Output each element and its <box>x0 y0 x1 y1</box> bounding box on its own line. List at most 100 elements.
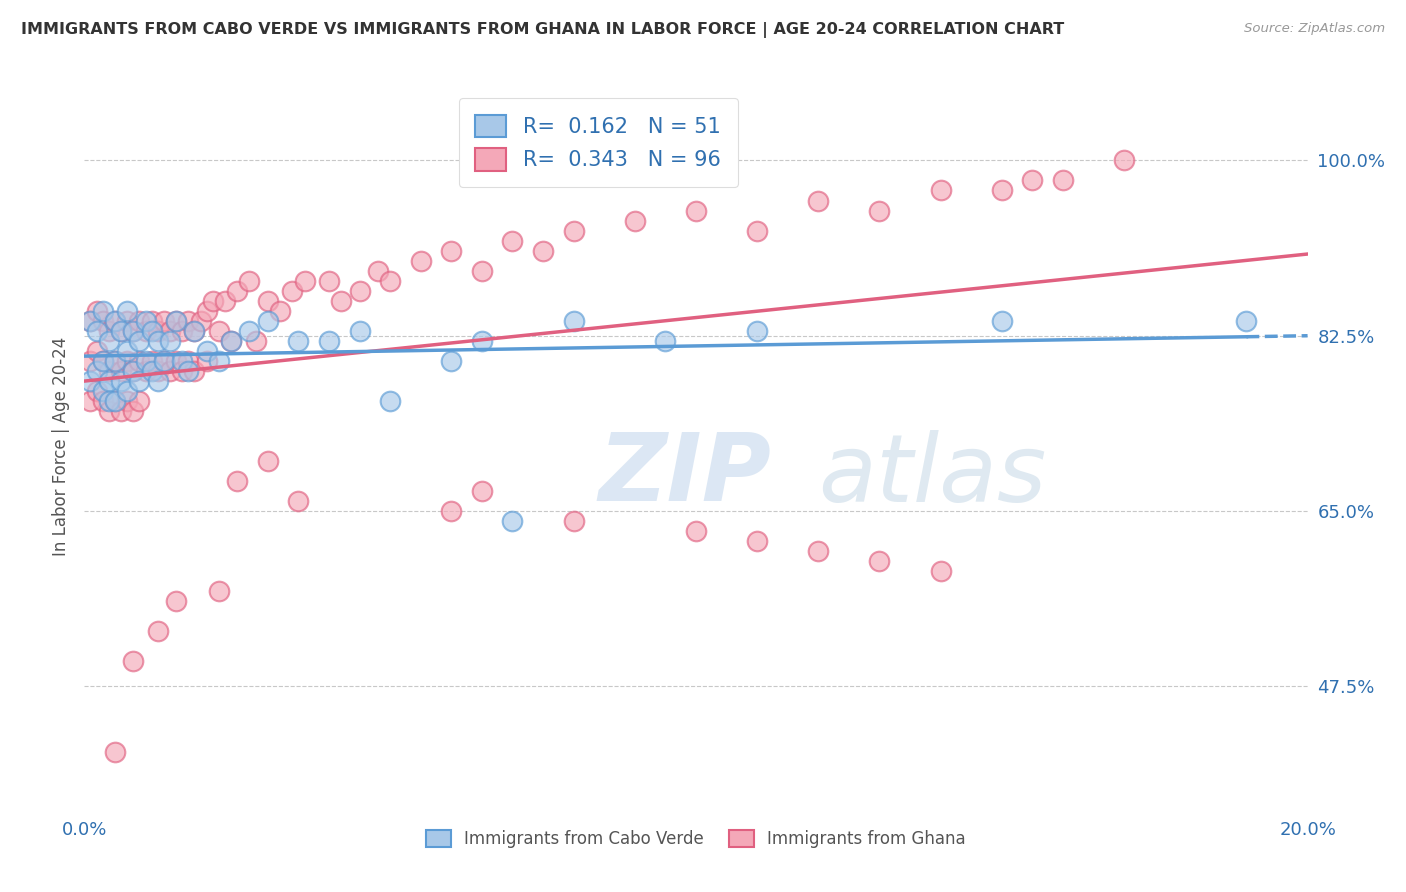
Point <box>807 544 830 558</box>
Point <box>318 274 340 288</box>
Point <box>287 494 309 508</box>
Point <box>128 354 150 368</box>
Point <box>104 314 127 328</box>
Point <box>747 534 769 549</box>
Point <box>115 384 138 398</box>
Point <box>122 324 145 338</box>
Point <box>440 244 463 258</box>
Point <box>91 384 114 398</box>
Point <box>110 324 132 338</box>
Point <box>128 374 150 388</box>
Point <box>104 393 127 408</box>
Point <box>86 343 108 358</box>
Point <box>122 655 145 669</box>
Y-axis label: In Labor Force | Age 20-24: In Labor Force | Age 20-24 <box>52 336 70 556</box>
Point <box>104 354 127 368</box>
Point <box>97 393 120 408</box>
Point <box>991 314 1014 328</box>
Point <box>97 334 120 348</box>
Point <box>257 314 280 328</box>
Point <box>208 354 231 368</box>
Point <box>91 354 114 368</box>
Point <box>110 364 132 378</box>
Point <box>165 314 187 328</box>
Point <box>281 284 304 298</box>
Point <box>214 293 236 308</box>
Text: ZIP: ZIP <box>598 429 770 521</box>
Point <box>122 404 145 418</box>
Point <box>135 354 157 368</box>
Point <box>153 354 176 368</box>
Point <box>1236 314 1258 328</box>
Point <box>79 374 101 388</box>
Point <box>208 584 231 599</box>
Point <box>122 324 145 338</box>
Point <box>195 354 218 368</box>
Point <box>97 374 120 388</box>
Point <box>165 314 187 328</box>
Point <box>104 354 127 368</box>
Point <box>318 334 340 348</box>
Point <box>146 624 169 639</box>
Point <box>91 354 114 368</box>
Point <box>654 334 676 348</box>
Point <box>86 384 108 398</box>
Point <box>110 404 132 418</box>
Point <box>238 324 260 338</box>
Point <box>257 293 280 308</box>
Point <box>115 343 138 358</box>
Point <box>195 303 218 318</box>
Point <box>153 314 176 328</box>
Point <box>79 314 101 328</box>
Point <box>183 324 205 338</box>
Point <box>1114 153 1136 168</box>
Point <box>747 324 769 338</box>
Point <box>86 324 108 338</box>
Point <box>287 334 309 348</box>
Point <box>380 274 402 288</box>
Point <box>869 203 891 218</box>
Point <box>201 293 224 308</box>
Point <box>165 354 187 368</box>
Point <box>807 194 830 208</box>
Point <box>471 263 494 277</box>
Point <box>146 364 169 378</box>
Point <box>269 303 291 318</box>
Point <box>226 474 249 488</box>
Point <box>153 354 176 368</box>
Point <box>349 284 371 298</box>
Point <box>409 253 432 268</box>
Point <box>1052 173 1074 187</box>
Point <box>562 314 585 328</box>
Point <box>685 524 707 538</box>
Point <box>128 334 150 348</box>
Point <box>165 594 187 608</box>
Legend: Immigrants from Cabo Verde, Immigrants from Ghana: Immigrants from Cabo Verde, Immigrants f… <box>419 823 973 855</box>
Point <box>122 364 145 378</box>
Point <box>471 484 494 499</box>
Point <box>115 393 138 408</box>
Point <box>991 184 1014 198</box>
Point <box>104 314 127 328</box>
Text: Source: ZipAtlas.com: Source: ZipAtlas.com <box>1244 22 1385 36</box>
Point <box>128 314 150 328</box>
Point <box>159 334 181 348</box>
Point <box>502 514 524 528</box>
Point <box>502 234 524 248</box>
Point <box>562 223 585 237</box>
Point <box>115 314 138 328</box>
Point <box>172 354 194 368</box>
Point <box>172 324 194 338</box>
Point <box>245 334 267 348</box>
Point <box>624 213 647 227</box>
Point <box>86 303 108 318</box>
Point <box>141 314 163 328</box>
Point <box>86 364 108 378</box>
Point <box>471 334 494 348</box>
Point <box>141 324 163 338</box>
Point <box>79 314 101 328</box>
Point <box>146 324 169 338</box>
Point <box>208 324 231 338</box>
Point <box>219 334 242 348</box>
Point <box>135 364 157 378</box>
